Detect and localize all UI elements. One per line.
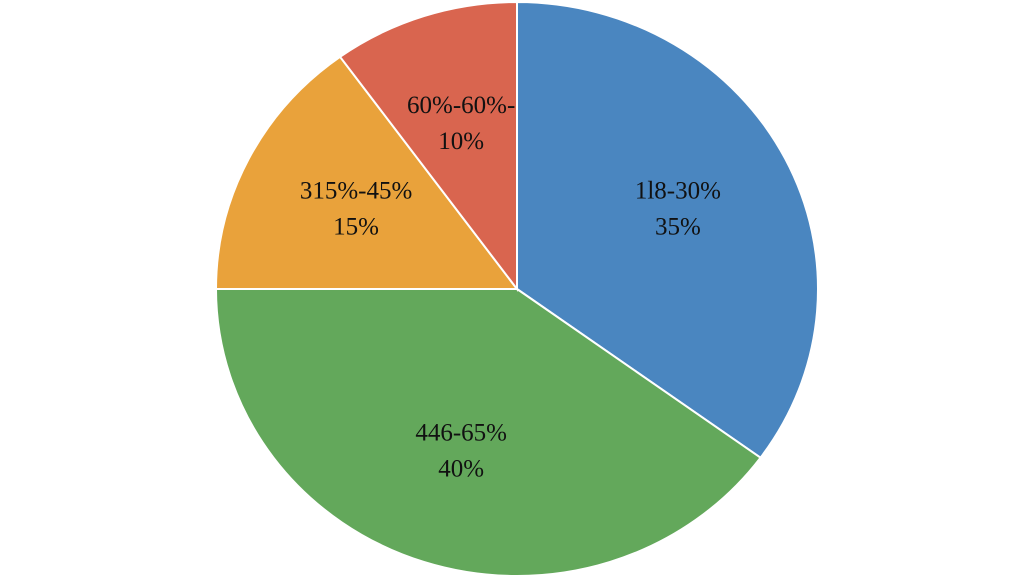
slice-category-label: 1l8-30% <box>635 178 721 205</box>
slice-category-label: 446-65% <box>415 420 507 447</box>
slice-value-label: 40% <box>438 456 484 483</box>
pie-slice <box>214 288 762 576</box>
slice-value-label: 10% <box>438 128 484 155</box>
pie-slice <box>214 55 520 290</box>
slice-category-label: 315%-45% <box>300 178 412 205</box>
pie-slice <box>338 0 518 292</box>
pie-slice <box>516 0 819 460</box>
slice-value-label: 35% <box>655 214 701 241</box>
slice-category-label: 60%-60%- <box>407 92 515 119</box>
slice-value-label: 15% <box>333 214 379 241</box>
